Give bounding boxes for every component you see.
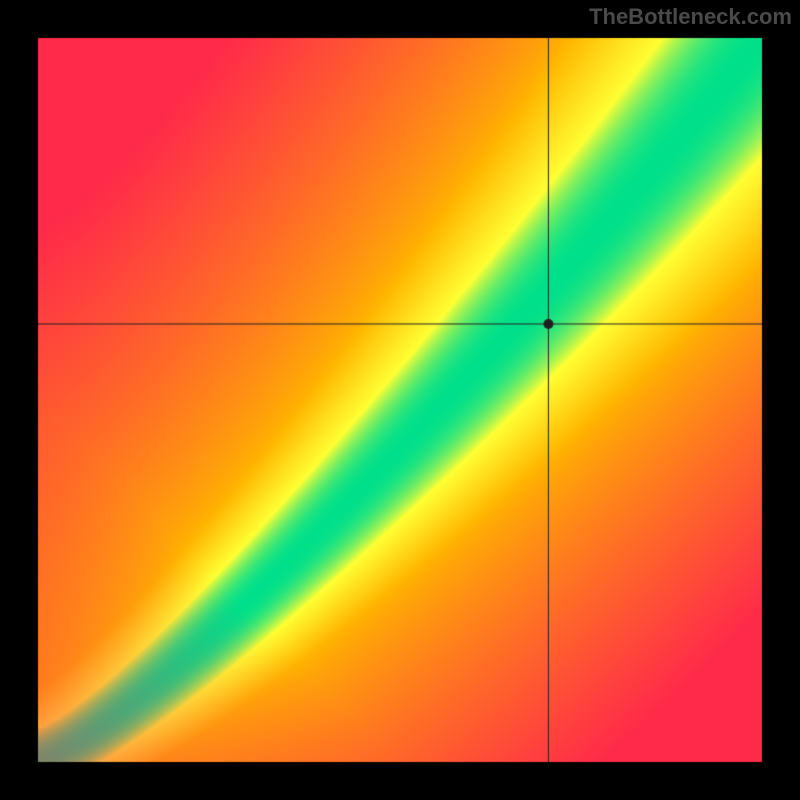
watermark-text: TheBottleneck.com: [589, 4, 792, 30]
heatmap-canvas: [0, 0, 800, 800]
bottleneck-heatmap: [0, 0, 800, 800]
